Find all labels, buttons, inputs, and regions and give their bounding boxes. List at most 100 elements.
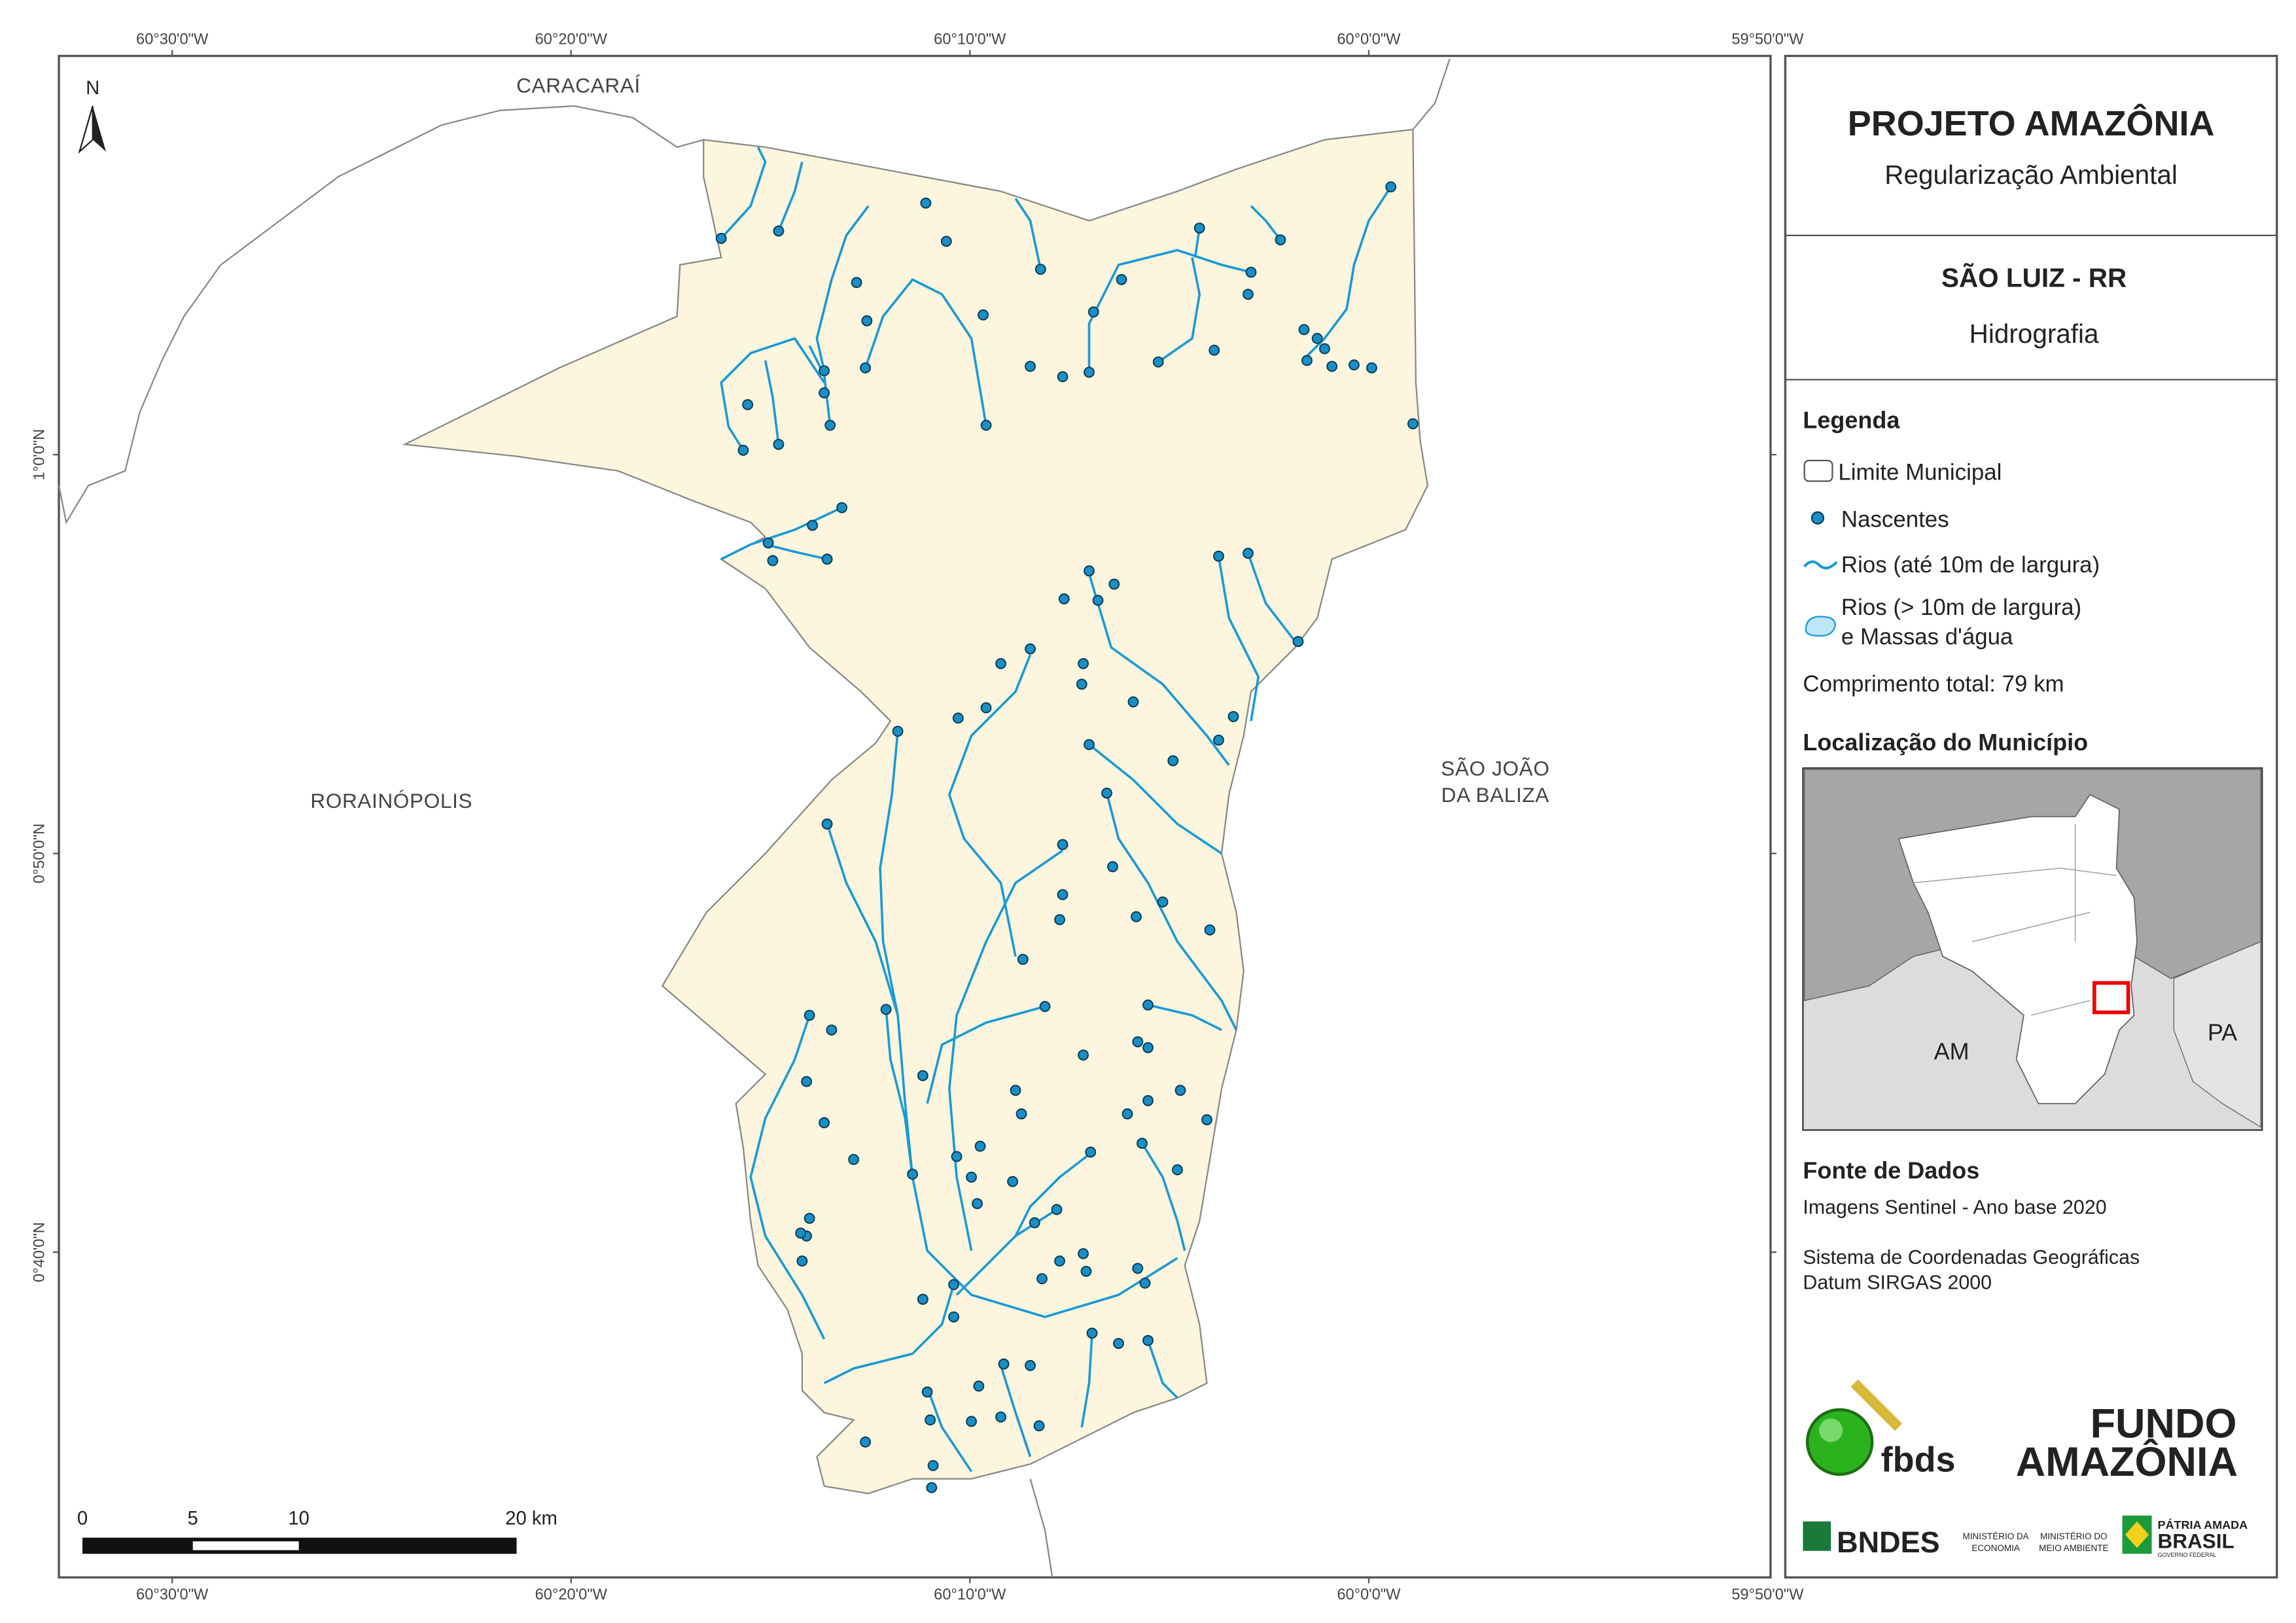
inset-state xyxy=(1898,794,2138,1104)
spring xyxy=(1016,1108,1027,1120)
river xyxy=(1246,553,1296,642)
river xyxy=(864,278,987,426)
spring xyxy=(978,309,989,321)
spring xyxy=(819,1117,830,1128)
spring xyxy=(1227,710,1239,722)
spring xyxy=(821,818,833,830)
spring xyxy=(773,438,785,450)
inset-region xyxy=(2173,941,2261,1128)
logo-text: PÁTRIA AMADA xyxy=(2158,1518,2248,1531)
spring xyxy=(1132,1263,1144,1274)
source-line: Sistema de Coordenadas Geográficas xyxy=(1803,1247,2140,1268)
spring xyxy=(1298,324,1310,336)
map: 60°30'0"W 60°20'0"W 60°10'0"W 60°0'0"W 5… xyxy=(31,31,1805,1603)
logo-text: BRASIL xyxy=(2158,1529,2234,1552)
spring xyxy=(1142,1042,1154,1053)
inset-municipalities xyxy=(1913,824,2117,1016)
river xyxy=(948,849,1064,1251)
spring xyxy=(1086,1327,1098,1339)
location-heading: Localização do Município xyxy=(1803,729,2088,756)
inset-label: AM xyxy=(1934,1038,1969,1065)
municipality: SÃO LUIZ - RR xyxy=(1941,263,2127,293)
spring xyxy=(801,1075,813,1087)
spring xyxy=(1318,343,1330,355)
scale-bar xyxy=(82,1537,517,1554)
scale-label: 20 km xyxy=(505,1508,557,1529)
spring xyxy=(1243,288,1254,300)
spring xyxy=(1142,1335,1154,1346)
logo-text: fbds xyxy=(1881,1440,1956,1479)
source-line: Datum SIRGAS 2000 xyxy=(1803,1272,1992,1293)
spring xyxy=(795,1227,807,1239)
spring xyxy=(1116,273,1127,285)
spring xyxy=(1157,896,1169,908)
spring xyxy=(1301,355,1313,366)
coord-label: 0°40'0"N xyxy=(31,1222,48,1282)
logo-shape xyxy=(2125,1521,2149,1548)
spring xyxy=(860,1436,872,1448)
river xyxy=(826,824,899,1016)
spring xyxy=(762,537,774,549)
legend-symbol xyxy=(1805,616,1837,637)
river xyxy=(999,1365,1032,1457)
spring xyxy=(1243,548,1254,559)
river xyxy=(1080,1333,1093,1428)
spring xyxy=(926,1482,938,1493)
spring xyxy=(1131,911,1142,922)
sources-heading: Fonte de Dados xyxy=(1803,1157,1979,1184)
place-name: SÃO JOÃO xyxy=(1441,756,1549,780)
spring xyxy=(1139,1277,1151,1289)
spring xyxy=(715,232,727,244)
spring xyxy=(1201,1114,1212,1126)
north-label: N xyxy=(86,78,99,99)
spring xyxy=(1034,264,1046,275)
title: PROJETO AMAZÔNIA xyxy=(1848,103,2215,143)
spring xyxy=(980,702,992,714)
river xyxy=(1014,1151,1093,1237)
spring xyxy=(1076,678,1087,690)
river xyxy=(823,1284,955,1384)
river xyxy=(720,337,826,451)
coord-label: 60°0'0"W xyxy=(1337,1586,1401,1603)
spring xyxy=(1366,362,1377,374)
coord-label: 60°10'0"W xyxy=(934,31,1006,48)
legend-item: Rios (> 10m de largura) xyxy=(1841,595,2081,620)
spring xyxy=(1209,344,1220,356)
source-line: Imagens Sentinel - Ano base 2020 xyxy=(1803,1197,2106,1219)
spring xyxy=(1101,787,1112,799)
spring xyxy=(1204,924,1216,936)
inset-label: PA xyxy=(2208,1019,2237,1045)
spring xyxy=(1057,371,1069,383)
scale-label: 5 xyxy=(188,1508,198,1529)
spring xyxy=(742,399,754,410)
logo-shape xyxy=(1819,1418,1843,1442)
spring xyxy=(819,365,830,377)
spring xyxy=(1078,658,1089,669)
logo-shape xyxy=(1803,1521,1831,1551)
tick xyxy=(53,50,1776,1584)
river xyxy=(765,543,828,561)
spring xyxy=(1385,181,1397,193)
coord-label: 60°30'0"W xyxy=(136,1586,209,1603)
neighbour-boundary xyxy=(58,58,1451,1578)
spring xyxy=(925,1414,936,1426)
spring xyxy=(1107,861,1118,873)
springs xyxy=(715,181,1419,1493)
river xyxy=(749,1015,826,1340)
spring xyxy=(1113,1338,1124,1350)
spring xyxy=(966,1416,978,1427)
legend-item: e Massas d'água xyxy=(1841,624,2013,650)
spring xyxy=(1193,222,1205,234)
spring xyxy=(1132,1036,1144,1047)
spring xyxy=(1137,1138,1148,1149)
river xyxy=(1105,792,1238,1031)
river xyxy=(1146,1340,1178,1399)
river xyxy=(815,205,870,372)
legend-item: Nascentes xyxy=(1841,506,1949,532)
spring xyxy=(1051,1204,1063,1215)
legend-item: Limite Municipal xyxy=(1838,459,2002,485)
spring xyxy=(1084,565,1095,577)
total-length: Comprimento total: 79 km xyxy=(1803,671,2064,697)
place-name: DA BALIZA xyxy=(1441,783,1549,807)
spring xyxy=(1078,1248,1089,1259)
